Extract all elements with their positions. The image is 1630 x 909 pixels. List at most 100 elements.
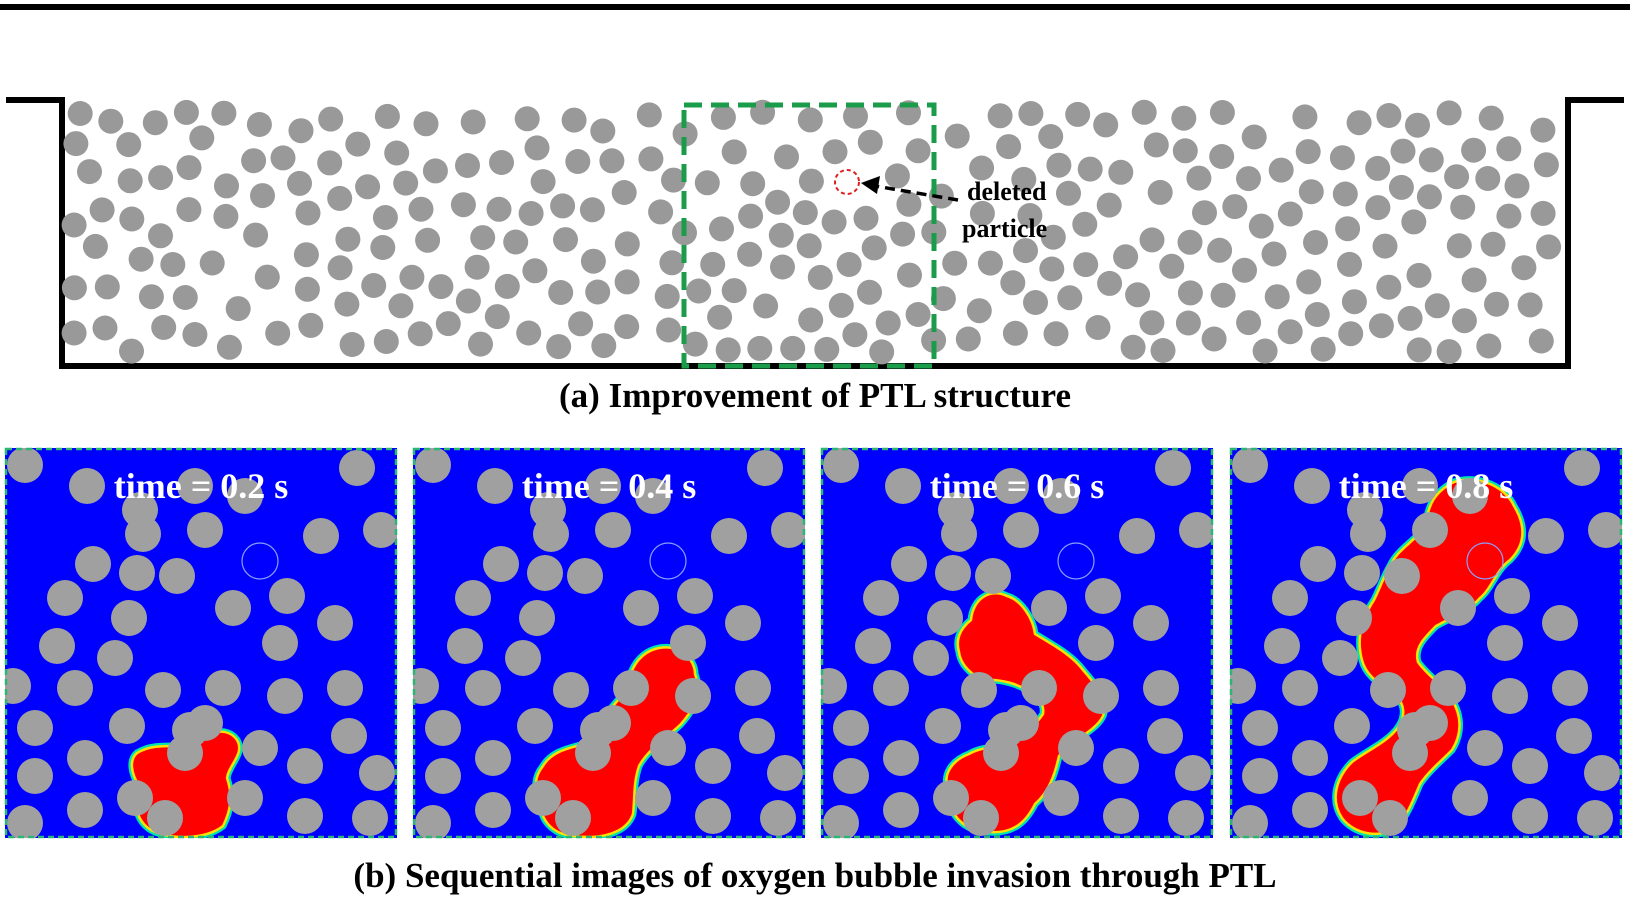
particle — [721, 139, 747, 165]
particle — [370, 235, 396, 260]
particle — [413, 111, 439, 137]
particle — [709, 216, 734, 242]
particle — [1252, 338, 1278, 364]
particle — [1292, 740, 1328, 776]
particle — [363, 512, 397, 548]
caption-b: (b) Sequential images of oxygen bubble i… — [353, 856, 1277, 895]
particle — [250, 183, 275, 209]
particle — [339, 332, 365, 357]
caption-a: (a) Improvement of PTL structure — [559, 376, 1071, 415]
particle — [1436, 100, 1462, 126]
particle — [450, 192, 476, 218]
particle — [525, 780, 561, 816]
particle — [996, 134, 1022, 160]
particle — [905, 138, 931, 164]
particle — [735, 670, 771, 706]
particle — [1222, 194, 1248, 220]
particle — [1341, 289, 1367, 315]
particle — [1528, 518, 1564, 554]
particle — [1175, 310, 1201, 336]
particle — [842, 322, 868, 348]
particle — [595, 512, 631, 548]
particle — [1512, 798, 1548, 834]
particle — [1210, 282, 1236, 308]
particle — [7, 448, 43, 483]
particle — [294, 276, 320, 302]
particle — [242, 730, 278, 766]
particle — [737, 241, 763, 267]
particle — [287, 170, 312, 196]
particle — [1496, 136, 1522, 162]
particle — [650, 730, 686, 766]
particle — [1405, 112, 1430, 138]
particle — [1043, 321, 1069, 347]
particle — [1168, 800, 1204, 836]
frame-2: time = 0.4 s — [412, 447, 806, 839]
particle — [1038, 124, 1064, 149]
particle — [117, 780, 153, 816]
particle — [227, 780, 263, 816]
particle — [710, 104, 736, 130]
particle — [61, 212, 87, 238]
particle — [1000, 270, 1026, 296]
particle — [1046, 152, 1072, 178]
particle — [833, 758, 869, 794]
particle — [585, 279, 611, 305]
particle — [670, 625, 706, 661]
particle — [1452, 478, 1488, 514]
particle — [1584, 755, 1620, 791]
particle — [1484, 291, 1509, 317]
particle — [288, 118, 314, 144]
particle — [339, 450, 375, 486]
frame-4: time = 0.8 s — [1229, 447, 1623, 839]
particle — [913, 640, 949, 676]
particle — [254, 264, 280, 290]
particle — [1480, 231, 1506, 257]
particle — [611, 180, 637, 205]
particle — [293, 242, 319, 268]
annotation-particle: particle — [962, 214, 1047, 243]
particle — [1552, 670, 1588, 706]
particle — [327, 670, 363, 706]
particle — [147, 800, 183, 836]
particle — [484, 304, 510, 330]
particle-layer — [413, 448, 805, 838]
particle — [399, 264, 425, 290]
particle — [1450, 194, 1476, 220]
particle-layer — [61, 99, 1562, 365]
deleted-particle-marker — [834, 169, 860, 195]
particle — [921, 219, 947, 245]
particle — [17, 758, 53, 794]
particle — [873, 670, 909, 706]
particle — [1003, 512, 1039, 548]
particle — [505, 640, 541, 676]
particle — [1264, 284, 1290, 310]
particle — [1332, 181, 1358, 207]
particle — [614, 314, 640, 340]
particle — [468, 331, 493, 357]
particle — [1177, 280, 1203, 306]
oxygen-bubble — [532, 643, 702, 838]
particle — [1056, 180, 1081, 206]
particle-layer — [821, 448, 1213, 838]
particle — [941, 516, 977, 552]
particle — [1018, 101, 1044, 126]
particle — [477, 468, 513, 504]
particle — [1402, 468, 1438, 504]
particle — [695, 798, 731, 834]
bubble-invasion-sequence: time = 0.2 s time = 0.4 s time = 0.6 s — [4, 447, 1623, 839]
particle — [987, 103, 1013, 129]
particle — [425, 758, 461, 794]
particle — [1401, 209, 1427, 235]
particle — [993, 468, 1029, 504]
particle — [125, 516, 161, 552]
particle — [1292, 792, 1328, 828]
particle — [807, 264, 833, 290]
particle — [1536, 234, 1562, 260]
particle — [17, 710, 53, 746]
particle — [725, 605, 761, 641]
particle — [1021, 670, 1057, 706]
particle — [798, 307, 824, 333]
particle — [765, 189, 791, 215]
particle — [67, 740, 103, 776]
